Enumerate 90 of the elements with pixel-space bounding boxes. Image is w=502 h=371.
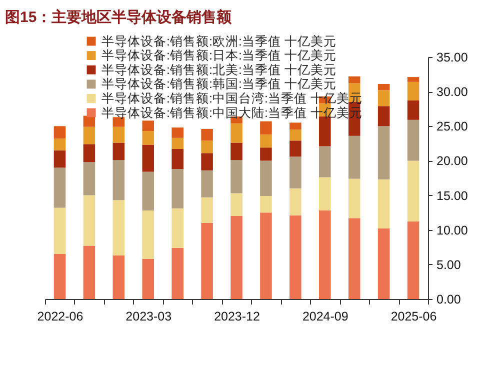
bar [260,212,272,299]
bar [54,208,66,254]
bar [290,156,302,188]
legend-label: 半导体设备:销售额:北美:当季值 十亿美元 [102,62,336,77]
y-tick-label: 15.00 [436,188,468,203]
bar [407,100,420,120]
bar [290,215,302,299]
bar [54,150,66,168]
bar [83,144,96,162]
bar [290,140,302,157]
bar [407,77,420,82]
bar [318,177,331,210]
bar [112,255,125,299]
bar [54,126,66,139]
bar [201,170,213,198]
bar [112,117,125,127]
bar [407,82,420,101]
bar [378,106,390,126]
bar [348,136,360,179]
bar [54,254,66,299]
bar [201,197,213,223]
bar [112,142,125,160]
bar [142,172,154,210]
bar [83,126,96,144]
y-tick-label: 10.00 [436,223,468,238]
bar [83,246,96,299]
bar [318,146,331,178]
bar [142,144,154,172]
y-tick-label: 20.00 [436,154,468,168]
bar [348,218,360,299]
bar [230,160,242,194]
x-tick-label: 2025-06 [390,310,437,324]
chart-title: 图15：主要地区半导体设备销售额 [5,8,233,26]
x-tick-label: 2023-12 [214,310,260,324]
bar [142,210,154,259]
bar [348,178,360,218]
bar [83,195,96,246]
bar [260,196,272,213]
bar [318,210,331,299]
bar [230,216,242,299]
bar [112,160,125,200]
legend-label: 半导体设备:销售额:韩国:当季值 十亿美元 [102,76,336,92]
y-tick-label: 5.00 [436,258,461,272]
bar [54,138,66,150]
bar [378,126,390,180]
bar [201,128,213,141]
bar [172,169,184,208]
bar [290,122,302,130]
bar [230,123,242,143]
bar [172,208,184,248]
y-tick-label: 0.00 [436,292,461,306]
bar [260,160,272,196]
bar [54,168,66,208]
bar [378,90,390,106]
y-tick-label: 35.00 [436,50,468,64]
bar [172,128,184,138]
bar [260,134,272,148]
bar [378,228,390,299]
bar [112,126,125,143]
bar [172,148,184,170]
bar [260,121,272,134]
bar [378,84,390,90]
bar [407,160,420,222]
y-tick-label: 25.00 [436,120,468,134]
bar [348,76,360,84]
bar [260,148,272,161]
bar [172,138,184,149]
bar [201,222,213,299]
legend-label: 半导体设备:销售额:日本:当季值 十亿美元 [102,48,336,63]
bar [83,162,96,196]
legend-label: 半导体设备:销售额:欧洲:当季值 十亿美元 [102,33,336,48]
x-tick-label: 2023-03 [126,310,172,324]
bar [290,188,302,216]
bar [230,142,242,160]
bar [230,193,242,216]
bar [83,116,96,127]
bar [290,130,302,141]
bar [407,120,420,161]
bar [201,140,213,154]
x-tick-label: 2024-09 [302,310,348,324]
bar [172,248,184,299]
bar [112,200,125,256]
bar [142,258,154,299]
bar [407,222,420,299]
bar [142,130,154,145]
bar [201,153,213,170]
bar [378,179,390,228]
bar [142,120,154,131]
y-tick-label: 30.00 [436,85,468,100]
x-tick-label: 2022-06 [37,310,84,324]
